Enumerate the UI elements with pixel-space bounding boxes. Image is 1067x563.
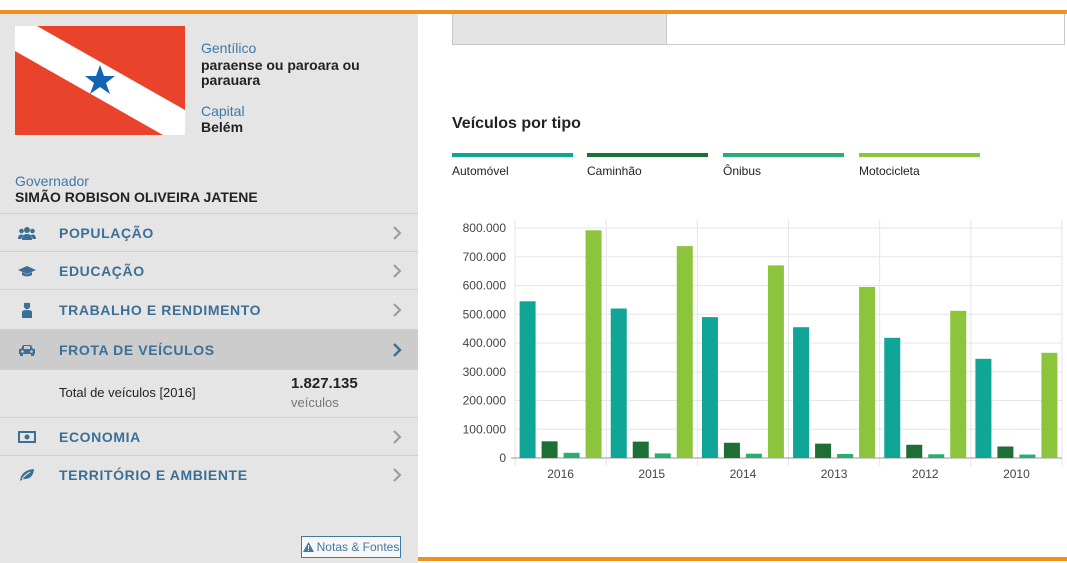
y-tick-label: 700.000 bbox=[463, 250, 507, 264]
people-icon bbox=[18, 225, 36, 241]
x-tick-label: 2012 bbox=[912, 467, 939, 481]
menu-item-label: TRABALHO E RENDIMENTO bbox=[59, 301, 262, 318]
bar-caminhão-2015 bbox=[632, 441, 649, 458]
bar-caminhão-2016 bbox=[541, 441, 558, 458]
bar-ônibus-2013 bbox=[837, 453, 854, 458]
bar-ônibus-2016 bbox=[563, 452, 580, 458]
frota-total-value: 1.827.135 bbox=[291, 375, 358, 392]
x-tick-label: 2015 bbox=[638, 467, 665, 481]
bar-caminhão-2014 bbox=[723, 442, 740, 458]
y-tick-label: 200.000 bbox=[463, 394, 507, 408]
menu-item-populacao[interactable]: POPULAÇÃO bbox=[0, 213, 418, 251]
y-tick-label: 300.000 bbox=[463, 365, 507, 379]
bottom-accent-bar bbox=[418, 557, 1067, 561]
bar-automóvel-2013 bbox=[793, 327, 810, 458]
legend-label: Automóvel bbox=[452, 164, 509, 178]
bar-automóvel-2014 bbox=[701, 317, 718, 458]
bar-caminhão-2010 bbox=[997, 446, 1014, 458]
capital-value: Belém bbox=[201, 119, 244, 135]
x-tick-label: 2014 bbox=[730, 467, 757, 481]
legend-item-caminhao[interactable]: Caminhão bbox=[587, 153, 708, 178]
chart-title: Veículos por tipo bbox=[452, 115, 581, 132]
legend-swatch bbox=[859, 153, 980, 157]
chevron-right-icon bbox=[393, 263, 402, 278]
bar-motocicleta-2013 bbox=[859, 286, 876, 458]
graduation-cap-icon bbox=[18, 263, 36, 279]
main-content bbox=[418, 14, 1067, 563]
legend-swatch bbox=[723, 153, 844, 157]
y-tick-label: 100.000 bbox=[463, 422, 507, 436]
bar-motocicleta-2010 bbox=[1041, 352, 1058, 458]
frota-total-unit: veículos bbox=[291, 395, 339, 410]
money-icon bbox=[18, 429, 36, 445]
leaf-icon bbox=[18, 467, 36, 483]
bar-automóvel-2010 bbox=[975, 358, 992, 458]
governador-label: Governador bbox=[15, 173, 89, 189]
bar-ônibus-2010 bbox=[1019, 454, 1036, 458]
bar-ônibus-2014 bbox=[745, 453, 762, 458]
menu-item-label: POPULAÇÃO bbox=[59, 224, 154, 241]
legend-label: Ônibus bbox=[723, 164, 762, 178]
x-tick-label: 2010 bbox=[1003, 467, 1030, 481]
bar-automóvel-2015 bbox=[610, 308, 627, 458]
capital-label: Capital bbox=[201, 103, 245, 119]
menu-item-trabalho[interactable]: TRABALHO E RENDIMENTO bbox=[0, 289, 418, 329]
car-icon bbox=[18, 342, 36, 358]
y-tick-label: 800.000 bbox=[463, 221, 507, 235]
notes-sources-button[interactable]: Notas & Fontes bbox=[301, 536, 401, 558]
frota-total-row: Total de veículos [2016] 1.827.135 veícu… bbox=[0, 369, 418, 417]
notes-sources-label: Notas & Fontes bbox=[316, 540, 400, 554]
chevron-right-icon bbox=[393, 225, 402, 240]
legend-item-onibus[interactable]: Ônibus bbox=[723, 153, 844, 178]
bar-ônibus-2015 bbox=[654, 453, 671, 458]
menu-item-label: ECONOMIA bbox=[59, 428, 141, 445]
bar-caminhão-2013 bbox=[815, 443, 832, 458]
bar-caminhão-2012 bbox=[906, 444, 923, 458]
frota-total-label: Total de veículos [2016] bbox=[59, 385, 196, 400]
y-tick-label: 0 bbox=[499, 451, 506, 465]
menu-item-economia[interactable]: ECONOMIA bbox=[0, 417, 418, 455]
governador-value: SIMÃO ROBISON OLIVEIRA JATENE bbox=[15, 189, 258, 205]
bar-automóvel-2016 bbox=[519, 301, 536, 458]
topic-menu: POPULAÇÃO EDUCAÇÃO TRABALHO E RENDIMENTO… bbox=[0, 213, 418, 493]
x-tick-label: 2013 bbox=[821, 467, 848, 481]
menu-item-label: FROTA DE VEÍCULOS bbox=[59, 341, 215, 358]
legend-item-motocicleta[interactable]: Motocicleta bbox=[859, 153, 980, 178]
legend-label: Caminhão bbox=[587, 164, 642, 178]
legend-swatch bbox=[452, 153, 573, 157]
menu-item-label: EDUCAÇÃO bbox=[59, 262, 145, 279]
y-tick-label: 500.000 bbox=[463, 307, 507, 321]
menu-item-territorio[interactable]: TERRITÓRIO E AMBIENTE bbox=[0, 455, 418, 493]
legend-item-automovel[interactable]: Automóvel bbox=[452, 153, 573, 178]
bar-ônibus-2012 bbox=[928, 454, 945, 458]
gentilico-label: Gentílico bbox=[201, 40, 257, 56]
bar-motocicleta-2014 bbox=[767, 265, 784, 458]
chevron-right-icon bbox=[393, 467, 402, 482]
legend-swatch bbox=[587, 153, 708, 157]
chevron-right-icon bbox=[393, 342, 402, 357]
chevron-right-icon bbox=[393, 429, 402, 444]
warning-icon bbox=[302, 542, 314, 552]
table-cell-right bbox=[667, 14, 1065, 45]
y-tick-label: 400.000 bbox=[463, 336, 507, 350]
legend-label: Motocicleta bbox=[859, 164, 920, 178]
worker-icon bbox=[18, 302, 36, 318]
x-tick-label: 2016 bbox=[547, 467, 574, 481]
bar-motocicleta-2015 bbox=[676, 246, 693, 458]
menu-item-educacao[interactable]: EDUCAÇÃO bbox=[0, 251, 418, 289]
menu-item-label: TERRITÓRIO E AMBIENTE bbox=[59, 466, 248, 483]
top-accent-bar bbox=[0, 10, 1067, 14]
chevron-right-icon bbox=[393, 302, 402, 317]
para-flag bbox=[15, 26, 185, 135]
table-cell-left bbox=[452, 14, 667, 45]
bar-motocicleta-2012 bbox=[950, 310, 967, 458]
gentilico-value: paraense ou paroara ou parauara bbox=[201, 57, 360, 88]
bar-motocicleta-2016 bbox=[585, 230, 602, 458]
menu-item-frota[interactable]: FROTA DE VEÍCULOS bbox=[0, 329, 418, 369]
bar-automóvel-2012 bbox=[884, 337, 901, 458]
y-tick-label: 600.000 bbox=[463, 279, 507, 293]
